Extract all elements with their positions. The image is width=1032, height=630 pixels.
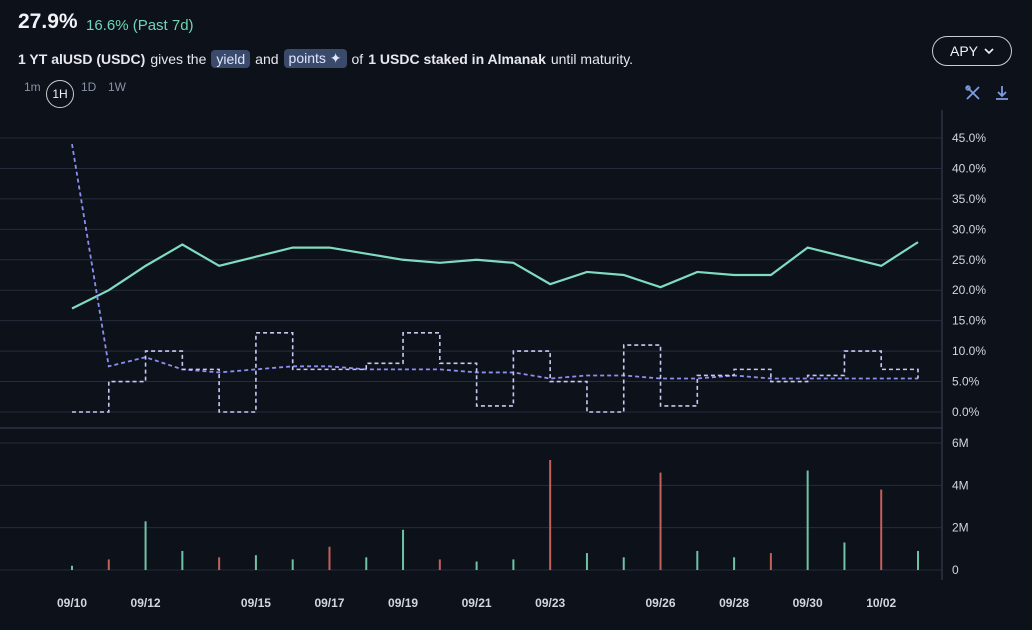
x-tick-label: 09/23 <box>535 596 565 610</box>
desc-stake: 1 USDC staked in Almanak <box>368 50 546 67</box>
volume-tick-label: 6M <box>952 436 969 450</box>
y-tick-label: 20.0% <box>952 283 986 297</box>
volume-bar <box>107 559 110 570</box>
volume-bar <box>365 557 368 570</box>
volume-bar <box>585 553 588 570</box>
y-tick-label: 10.0% <box>952 344 986 358</box>
x-tick-label: 10/02 <box>866 596 896 610</box>
x-tick-label: 09/28 <box>719 596 749 610</box>
timeframe-1h[interactable]: 1H <box>46 80 74 108</box>
volume-bar <box>218 557 221 570</box>
y-tick-label: 15.0% <box>952 314 986 328</box>
x-tick-label: 09/30 <box>793 596 823 610</box>
y-axis: 0.0% 5.0% 10.0% 15.0% 20.0% 25.0% 30.0% 35.0% 40… <box>952 131 986 577</box>
tools-icon[interactable] <box>964 84 982 102</box>
volume-bar <box>769 553 772 570</box>
x-tick-label: 09/21 <box>462 596 492 610</box>
y-tick-label: 35.0% <box>952 192 986 206</box>
y-tick-label: 5.0% <box>952 375 980 389</box>
chart-lines <box>71 143 919 413</box>
x-tick-label: 09/26 <box>646 596 676 610</box>
y-tick-label: 40.0% <box>952 161 986 175</box>
volume-bar <box>254 555 257 570</box>
volume-tick-label: 0 <box>952 563 959 577</box>
volume-tick-label: 4M <box>952 478 969 492</box>
metric-selector-button[interactable]: APY <box>932 36 1012 66</box>
y-tick-label: 45.0% <box>952 131 986 145</box>
volume-bar <box>181 550 184 570</box>
volume-bar <box>843 542 846 570</box>
volume-bar <box>71 565 73 570</box>
x-axis: 09/10 09/12 09/15 09/17 09/19 09/21 09/23 09/26… <box>57 596 897 610</box>
timeframe-1d[interactable]: 1D <box>81 80 97 94</box>
points-tag[interactable]: points ✦ <box>283 49 347 68</box>
x-tick-label: 09/17 <box>314 596 344 610</box>
y-tick-label: 25.0% <box>952 253 986 267</box>
volume-bar <box>880 489 883 570</box>
chevron-down-icon <box>984 48 994 55</box>
desc-text-2: and <box>255 50 279 67</box>
volume-bar <box>622 557 625 570</box>
volume-bars <box>71 459 919 570</box>
volume-bar <box>438 559 441 570</box>
volume-bar <box>475 561 478 570</box>
volume-bar <box>549 459 552 570</box>
chart-grid <box>0 110 943 580</box>
desc-text-4: until maturity. <box>550 50 634 67</box>
timeframe-1w[interactable]: 1W <box>108 80 126 94</box>
x-tick-label: 09/19 <box>388 596 418 610</box>
header-change: 16.6% (Past 7d) <box>86 17 194 34</box>
volume-bar <box>291 559 294 570</box>
volume-bar <box>696 550 699 570</box>
x-tick-label: 09/12 <box>131 596 161 610</box>
volume-bar <box>917 550 919 570</box>
x-tick-label: 09/10 <box>57 596 87 610</box>
volume-bar <box>733 557 736 570</box>
desc-asset: 1 YT alUSD (USDC) <box>18 50 146 67</box>
x-tick-label: 09/15 <box>241 596 271 610</box>
description: 1 YT alUSD (USDC) gives the yield and po… <box>18 49 633 68</box>
volume-bar <box>806 470 809 570</box>
desc-text-3: of <box>351 50 364 67</box>
implied-apy-line <box>71 241 919 310</box>
volume-bar <box>402 529 405 570</box>
volume-bar <box>144 521 147 570</box>
y-tick-label: 30.0% <box>952 222 986 236</box>
volume-tick-label: 2M <box>952 521 969 535</box>
underlying-apy-line <box>71 143 918 380</box>
header-value: 27.9% <box>18 10 78 33</box>
y-tick-label: 0.0% <box>952 405 980 419</box>
points-apy-line <box>72 332 919 413</box>
download-icon[interactable] <box>993 84 1011 102</box>
volume-bar <box>328 546 331 570</box>
apy-chart: 0.0% 5.0% 10.0% 15.0% 20.0% 25.0% 30.0% 35.0% 40… <box>0 110 986 610</box>
metric-selector-label: APY <box>949 43 978 59</box>
volume-bar <box>659 472 662 570</box>
yield-tag[interactable]: yield <box>211 49 251 68</box>
desc-text-1: gives the <box>150 50 207 67</box>
timeframe-1m[interactable]: 1m <box>24 80 41 94</box>
volume-bar <box>512 559 515 570</box>
